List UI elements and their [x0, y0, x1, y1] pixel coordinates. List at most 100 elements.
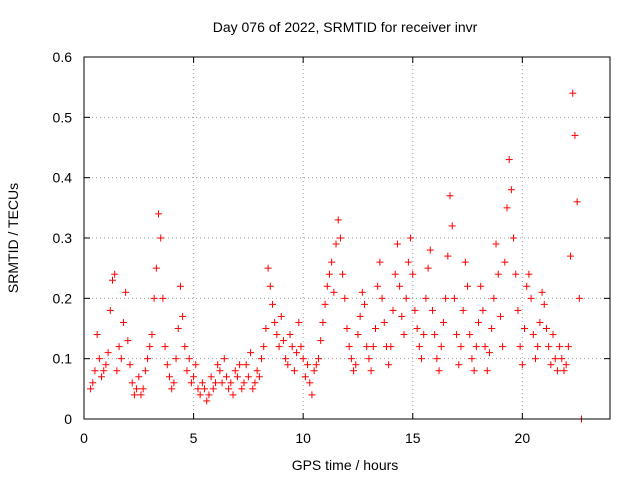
data-point — [540, 300, 548, 308]
data-point — [442, 294, 450, 302]
data-point — [279, 337, 287, 345]
data-point — [490, 294, 498, 302]
data-point — [492, 240, 500, 248]
data-point — [422, 294, 430, 302]
data-point — [376, 258, 384, 266]
data-point — [146, 343, 154, 351]
data-point — [514, 306, 522, 314]
data-point — [249, 385, 257, 393]
data-point — [385, 361, 393, 369]
data-point — [571, 131, 579, 139]
data-point — [457, 343, 465, 351]
data-point — [293, 349, 301, 357]
data-point — [336, 234, 344, 242]
data-point — [453, 331, 461, 339]
data-point — [365, 355, 373, 363]
data-point — [111, 270, 119, 278]
data-point — [523, 282, 531, 290]
data-point — [461, 258, 469, 266]
data-point — [225, 385, 233, 393]
data-point — [201, 385, 209, 393]
y-tick-label: 0.2 — [53, 290, 73, 306]
data-point — [168, 385, 176, 393]
data-point — [214, 361, 222, 369]
data-point — [367, 367, 375, 375]
data-point — [321, 300, 329, 308]
data-point — [119, 318, 127, 326]
y-tick-label: 0.4 — [53, 170, 73, 186]
data-point — [479, 306, 487, 314]
data-point — [369, 343, 377, 351]
data-point — [435, 367, 443, 375]
data-point — [196, 391, 204, 399]
data-point — [573, 198, 581, 206]
data-point — [339, 270, 347, 278]
data-point — [363, 343, 371, 351]
data-point — [534, 343, 542, 351]
data-point — [470, 367, 478, 375]
data-point — [426, 246, 434, 254]
data-point — [95, 355, 103, 363]
data-point — [144, 355, 152, 363]
data-point — [503, 204, 511, 212]
data-point — [393, 240, 401, 248]
data-point — [448, 222, 456, 230]
data-point — [233, 373, 241, 381]
data-point — [332, 240, 340, 248]
data-point — [264, 264, 272, 272]
data-point — [485, 349, 493, 357]
data-point — [299, 355, 307, 363]
data-point — [306, 379, 314, 387]
data-point — [288, 343, 296, 351]
data-point — [244, 373, 252, 381]
data-point — [139, 385, 147, 393]
data-point — [148, 331, 156, 339]
data-point — [536, 318, 544, 326]
data-point — [343, 325, 351, 332]
data-point — [488, 325, 496, 332]
data-point — [409, 270, 417, 278]
data-point — [464, 282, 472, 290]
data-point — [356, 312, 364, 320]
data-point — [505, 156, 513, 164]
data-point — [525, 270, 533, 278]
data-point — [262, 325, 270, 332]
data-point — [556, 343, 564, 351]
data-point — [310, 367, 318, 375]
data-point — [301, 373, 309, 381]
data-point — [527, 294, 535, 302]
y-tick-label: 0.3 — [53, 230, 73, 246]
data-point — [472, 343, 480, 351]
data-point — [194, 385, 202, 393]
data-point — [411, 306, 419, 314]
data-point — [115, 343, 123, 351]
y-axis-label: SRMTID / TECUs — [5, 183, 21, 293]
data-point — [260, 343, 268, 351]
data-point — [542, 325, 550, 332]
x-tick-label: 20 — [515, 430, 531, 446]
data-point — [404, 258, 412, 266]
data-point — [227, 379, 235, 387]
data-point — [402, 294, 410, 302]
data-point — [266, 282, 274, 290]
data-point — [104, 349, 112, 357]
data-point — [165, 373, 173, 381]
data-point — [446, 192, 454, 200]
data-point — [529, 331, 537, 339]
data-point — [516, 343, 524, 351]
data-point — [325, 270, 333, 278]
data-point — [212, 379, 219, 387]
data-point — [150, 294, 158, 302]
data-point — [240, 379, 248, 387]
data-point — [468, 355, 476, 363]
data-point — [308, 391, 316, 399]
data-point — [100, 367, 108, 375]
data-point — [323, 282, 331, 290]
data-point — [428, 306, 436, 314]
data-point — [277, 312, 285, 320]
data-point — [371, 325, 379, 332]
data-point — [499, 343, 507, 351]
data-point — [413, 325, 421, 332]
data-point — [459, 306, 467, 314]
data-point — [152, 264, 160, 272]
